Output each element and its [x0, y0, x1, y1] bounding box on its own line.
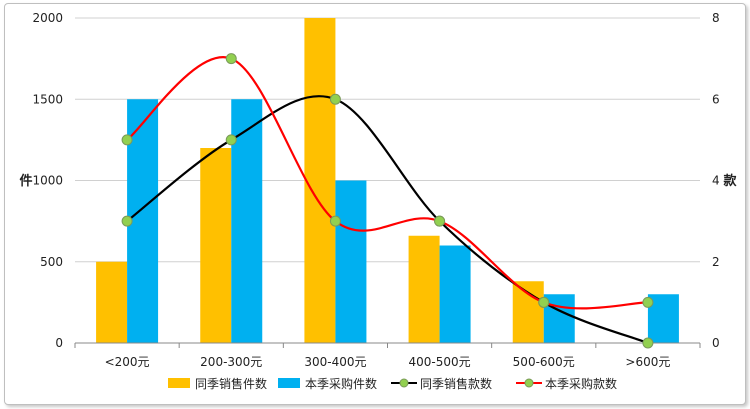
y-left-tick-label: 1500	[32, 92, 63, 106]
x-tick-label: <200元	[105, 355, 150, 369]
y-left-axis-title: 件	[19, 173, 32, 189]
y-right-tick-label: 2	[712, 255, 720, 269]
y-left-tick-label: 2000	[32, 11, 63, 25]
x-tick-label: 500-600元	[513, 355, 575, 369]
bar	[408, 235, 440, 343]
line-point	[642, 296, 654, 308]
bar	[335, 180, 367, 343]
x-tick-label: >600元	[625, 355, 670, 369]
bar	[304, 18, 336, 343]
y-right-tick-label: 8	[712, 11, 720, 25]
x-tick-label: 400-500元	[409, 355, 471, 369]
line-point	[434, 215, 446, 227]
line-point	[538, 296, 550, 308]
legend-swatch	[168, 378, 190, 388]
legend-marker	[524, 378, 534, 388]
lines	[121, 53, 654, 349]
line-point	[225, 134, 237, 146]
legend-swatch	[278, 378, 300, 388]
bar	[512, 281, 544, 343]
line-point	[121, 215, 133, 227]
y-right-axis-title: 款	[723, 173, 737, 189]
y-left-tick-label: 1000	[32, 174, 63, 188]
line-point	[329, 93, 341, 105]
legend-label: 本季采购款数	[545, 376, 617, 391]
y-right-tick-label: 4	[712, 174, 720, 188]
y-right-tick-label: 0	[712, 336, 720, 350]
line-point	[642, 337, 654, 349]
x-tick-label: 300-400元	[304, 355, 366, 369]
bar	[200, 148, 232, 343]
legend-label: 同季销售件数	[195, 376, 267, 391]
line-point	[329, 215, 341, 227]
y-right-tick-label: 6	[712, 92, 720, 106]
bar	[96, 261, 128, 343]
legend: 同季销售件数 本季采购件数 同季销售款数 本季采购款数	[168, 376, 617, 391]
x-tick-label: 200-300元	[200, 355, 262, 369]
bars	[96, 18, 679, 343]
tick-labels: 0 500 1000 1500 2000 0 2 4 6 8 <200元 200-300元 300-40…	[32, 11, 719, 369]
bar	[439, 245, 471, 343]
line-point	[225, 53, 237, 65]
y-left-tick-label: 0	[55, 336, 63, 350]
legend-label: 同季销售款数	[420, 376, 492, 391]
legend-label: 本季采购件数	[305, 376, 377, 391]
line-point	[121, 134, 133, 146]
legend-marker	[399, 378, 409, 388]
gridlines	[75, 17, 700, 263]
y-left-tick-label: 500	[40, 255, 63, 269]
